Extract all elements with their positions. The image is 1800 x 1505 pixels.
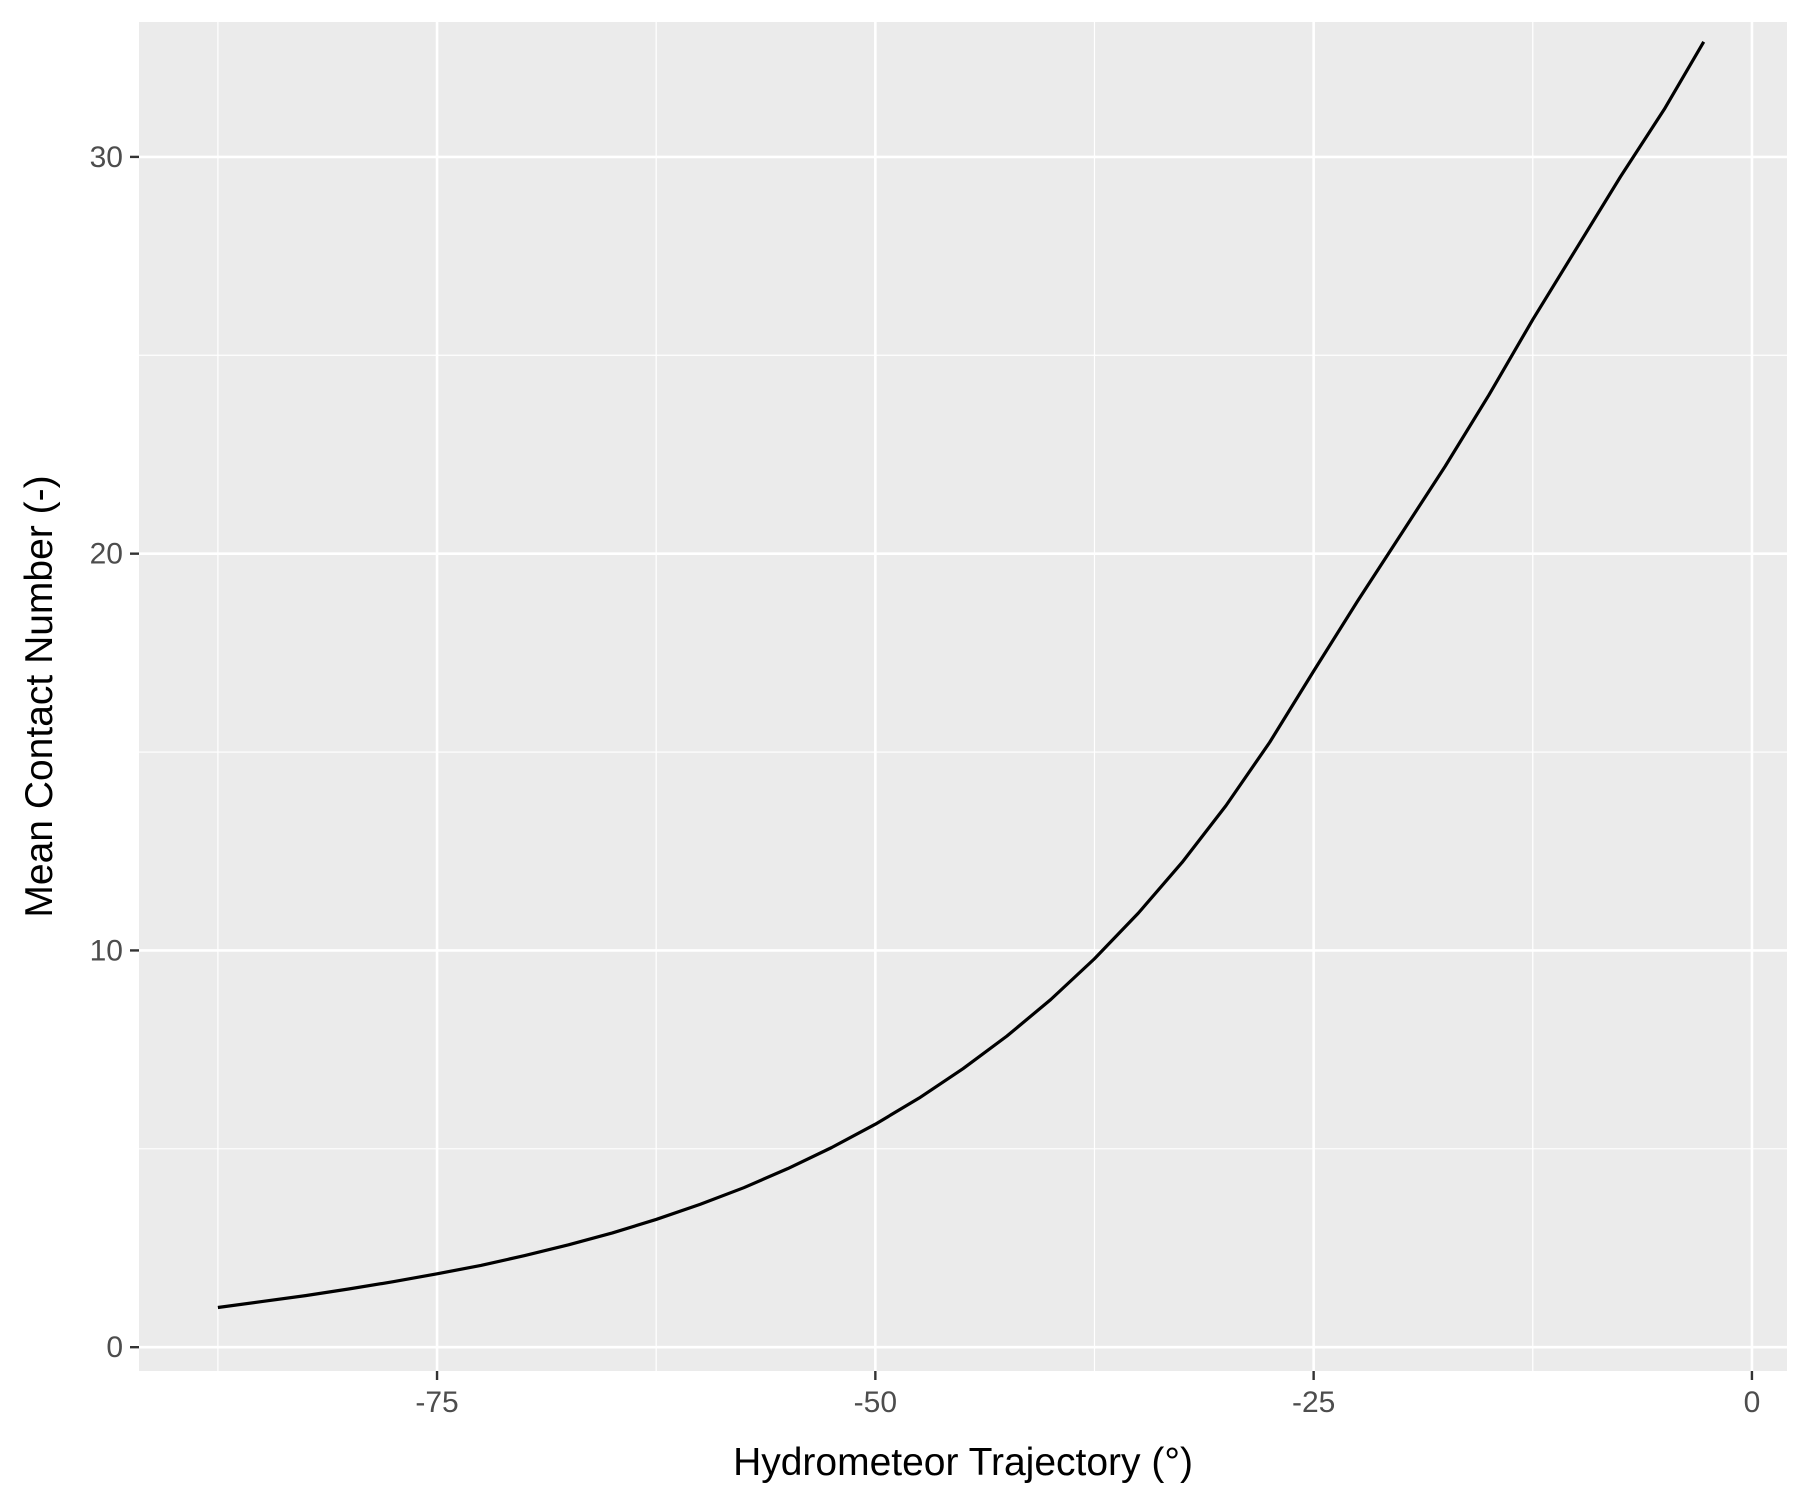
- y-tick-label: 30: [90, 141, 123, 174]
- plot-panel: [139, 22, 1787, 1371]
- x-tick-label: -50: [854, 1386, 897, 1419]
- series-layer: [217, 41, 1706, 1310]
- minor-gridlines: [139, 22, 1787, 1371]
- y-axis: 0 10 20 30: [90, 141, 139, 1364]
- y-tick-label: 0: [106, 1331, 123, 1364]
- major-gridlines: [139, 22, 1787, 1371]
- y-axis-title: Mean Contact Number (-): [18, 475, 61, 917]
- y-tick-label: 20: [90, 538, 123, 571]
- x-tick-label: -75: [415, 1386, 458, 1419]
- x-axis-title: Hydrometeor Trajectory (°): [733, 1441, 1193, 1484]
- series-line: [217, 41, 1706, 1310]
- x-tick-label: -25: [1292, 1386, 1335, 1419]
- x-axis: -75 -50 -25 0: [415, 1371, 1760, 1419]
- y-tick-label: 10: [90, 934, 123, 967]
- x-tick-label: 0: [1744, 1386, 1761, 1419]
